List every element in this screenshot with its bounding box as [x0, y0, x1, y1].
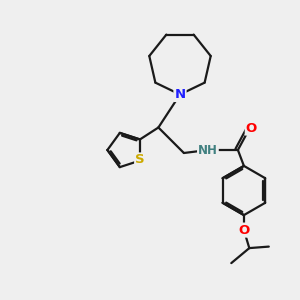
Text: O: O	[246, 122, 257, 135]
Text: S: S	[135, 154, 145, 166]
Text: NH: NH	[198, 143, 218, 157]
Text: N: N	[174, 88, 186, 101]
Text: O: O	[238, 224, 250, 237]
